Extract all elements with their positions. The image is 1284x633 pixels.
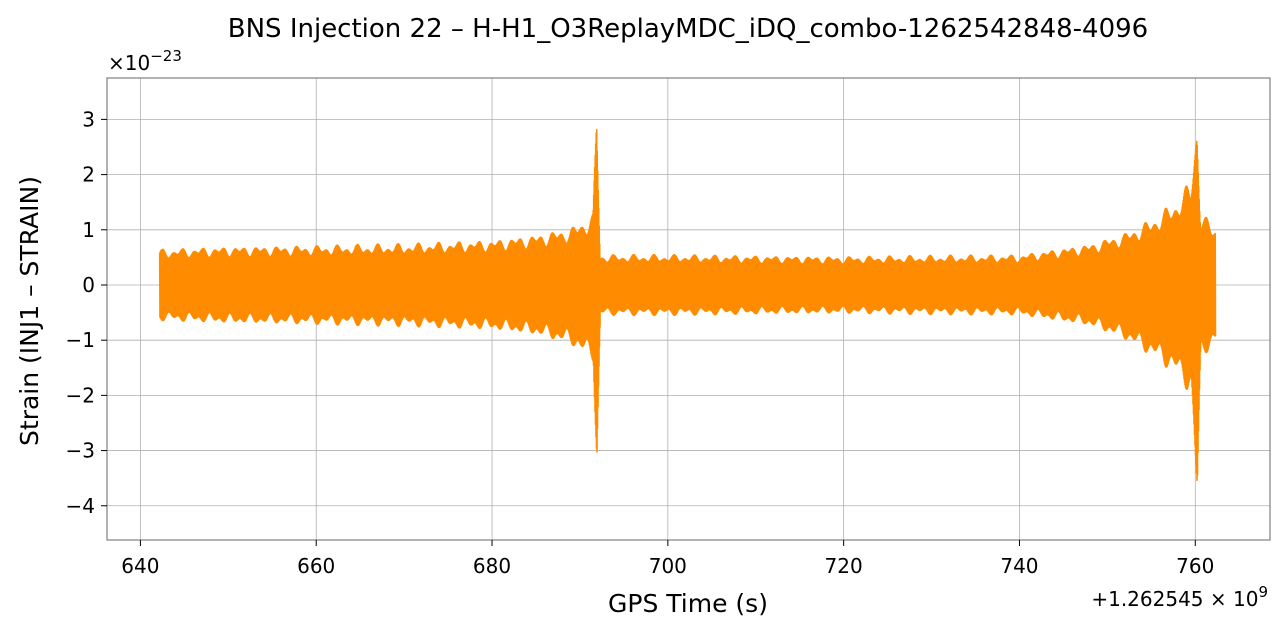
x-tick-label: 720 [825, 554, 863, 578]
x-tick-label: 680 [473, 554, 511, 578]
chart-title: BNS Injection 22 – H-H1_O3ReplayMDC_iDQ_… [228, 14, 1148, 44]
x-tick-label: 700 [649, 554, 687, 578]
y-scale-exponent: −23 [150, 47, 182, 65]
y-axis-label: Strain (INJ1 – STRAIN) [15, 176, 44, 446]
x-offset-label: +1.262545 × 109 [1091, 583, 1268, 611]
y-scale-base: ×10 [108, 51, 150, 75]
strain-series-line [158, 128, 1217, 482]
x-offset-exponent: 9 [1258, 583, 1268, 601]
y-tick-label: −4 [66, 494, 95, 518]
x-axis-label: GPS Time (s) [608, 589, 768, 618]
plot-frame [106, 77, 1271, 541]
x-tick-label: 760 [1176, 554, 1214, 578]
y-tick-label: 3 [82, 107, 95, 131]
y-tick-label: 2 [82, 163, 95, 187]
y-tick-label: −1 [66, 328, 95, 352]
y-tick-label: 1 [82, 218, 95, 242]
ticks: 640 660 680 700 720 740 760 3 2 1 0 −1 −2 −3 −4 [66, 107, 1215, 578]
x-offset-base: +1.262545 × 10 [1091, 587, 1258, 611]
y-tick-label: −2 [66, 383, 95, 407]
y-tick-label: 0 [82, 273, 95, 297]
x-tick-label: 740 [1000, 554, 1038, 578]
y-scale-label: ×10−23 [108, 47, 182, 75]
y-tick-label: −3 [66, 439, 95, 463]
x-tick-label: 660 [297, 554, 335, 578]
series-layer [158, 128, 1217, 482]
x-tick-label: 640 [121, 554, 159, 578]
